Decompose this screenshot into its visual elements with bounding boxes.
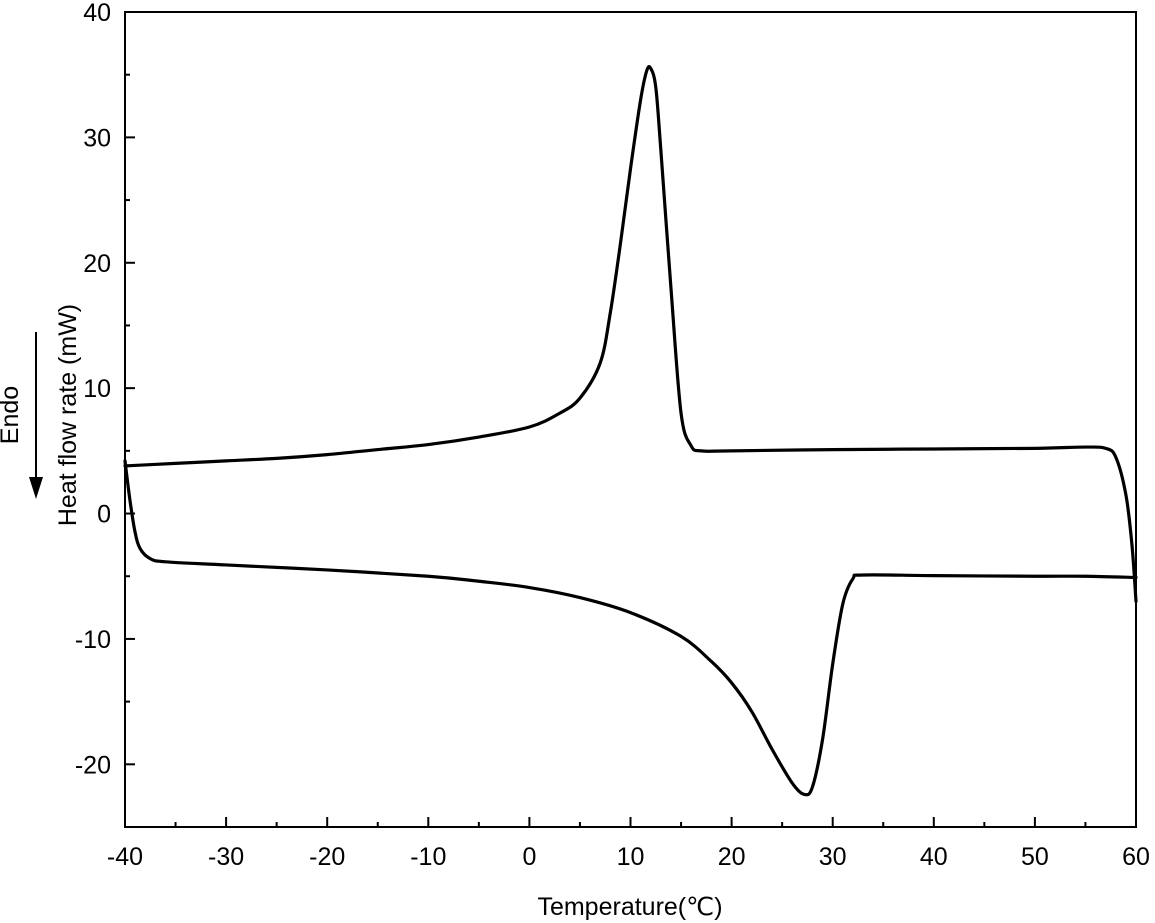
x-tick-label: 10	[617, 843, 645, 871]
heat-flow-curve-2	[123, 459, 1138, 797]
x-tick-label: 30	[819, 843, 847, 871]
y-tick-label: -20	[75, 751, 111, 779]
heat-flow-curve-1	[123, 65, 1138, 603]
y-axis-ticks: -20 -10 0 10 20 30 40	[75, 0, 135, 779]
endo-arrow	[29, 332, 43, 499]
heat-flow-curves	[123, 65, 1138, 797]
y-axis-title: Heat flow rate (mW)	[54, 304, 82, 526]
x-tick-label: 0	[522, 843, 536, 871]
x-tick-label: -10	[410, 843, 446, 871]
y-tick-label: 20	[83, 250, 111, 278]
endo-arrow-head	[29, 477, 43, 499]
y-tick-label: 10	[83, 375, 111, 403]
endo-annotation: Endo	[0, 386, 24, 444]
x-axis-ticks: -40 -30 -20 -10 0 10 20 30 40 50 60	[107, 817, 1150, 871]
x-axis-title: Temperature(℃)	[537, 893, 722, 921]
x-tick-label: 50	[1021, 843, 1049, 871]
x-tick-label: -30	[208, 843, 244, 871]
x-tick-label: 40	[920, 843, 948, 871]
x-tick-label: -20	[309, 843, 345, 871]
plot-frame	[124, 11, 1137, 828]
y-tick-label: 30	[83, 124, 111, 152]
x-tick-label: 20	[718, 843, 746, 871]
y-tick-label: -10	[75, 626, 111, 654]
y-tick-label: 40	[83, 0, 111, 27]
y-tick-label: 0	[97, 501, 111, 529]
x-tick-label: 60	[1122, 843, 1150, 871]
x-tick-label: -40	[107, 843, 143, 871]
